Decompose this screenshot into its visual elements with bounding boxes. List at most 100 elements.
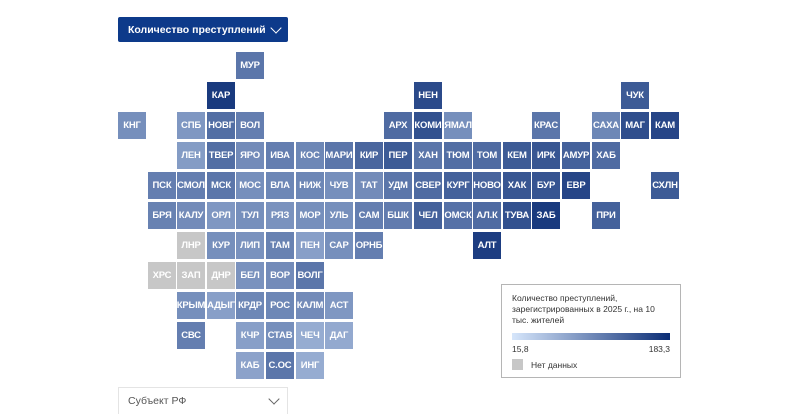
chevron-down-icon [268,393,280,405]
region-tile[interactable]: КЧР [236,322,264,349]
region-tile[interactable]: КАР [207,82,235,109]
region-tile[interactable]: АРХ [384,112,412,139]
region-tile[interactable]: КУРГ [444,172,472,199]
region-tile[interactable]: ТУВА [503,202,531,229]
region-tile[interactable]: ДНР [207,262,235,289]
region-tile[interactable]: САХА [592,112,620,139]
region-tile[interactable]: НЕН [414,82,442,109]
region-tile[interactable]: САР [325,232,353,259]
region-tile[interactable]: ХАБ [592,142,620,169]
region-tile[interactable]: КАБ [236,352,264,379]
region-tile[interactable]: КАМ [651,112,679,139]
region-tile[interactable]: ТАМ [266,232,294,259]
region-tile[interactable]: ЧУК [621,82,649,109]
region-tile[interactable]: ВЛА [266,172,294,199]
legend-title: Количество преступлений, зарегистрирован… [512,293,655,325]
region-tile[interactable]: ПЕН [296,232,324,259]
region-tile[interactable]: ТЮМ [444,142,472,169]
region-tile[interactable]: СВЕР [414,172,442,199]
subject-dropdown[interactable]: Субъект РФ [118,387,288,414]
region-tile[interactable]: БШК [384,202,412,229]
region-tile[interactable]: МОС [236,172,264,199]
region-tile[interactable]: СТАВ [266,322,294,349]
region-tile[interactable]: ПРИ [592,202,620,229]
region-tile[interactable]: МОР [296,202,324,229]
region-tile[interactable]: РОС [266,292,294,319]
region-tile[interactable]: АЛТ [473,232,501,259]
region-tile[interactable]: ОМСК [444,202,472,229]
region-tile[interactable]: АДЫГ [207,292,235,319]
region-tile[interactable]: ЧЕЧ [296,322,324,349]
region-tile[interactable]: МСК [207,172,235,199]
region-tile[interactable]: СПБ [177,112,205,139]
region-tile[interactable]: ЧЕЛ [414,202,442,229]
region-tile[interactable]: ПЕР [384,142,412,169]
region-tile[interactable]: НОВГ [207,112,235,139]
region-tile[interactable]: РЯЗ [266,202,294,229]
region-tile[interactable]: ТУЛ [236,202,264,229]
region-tile[interactable]: ЛЕН [177,142,205,169]
region-tile[interactable]: ЛИП [236,232,264,259]
region-tile[interactable]: ЗАП [177,262,205,289]
region-tile[interactable]: С.ОС [266,352,294,379]
region-tile[interactable]: МУР [236,52,264,79]
region-tile[interactable]: ТВЕР [207,142,235,169]
region-tile[interactable]: КЕМ [503,142,531,169]
region-tile[interactable]: САМ [355,202,383,229]
no-data-swatch [512,359,523,370]
region-tile[interactable]: БУР [532,172,560,199]
region-tile[interactable]: АМУР [562,142,590,169]
region-tile[interactable]: ТАТ [355,172,383,199]
region-tile[interactable]: ТОМ [473,142,501,169]
region-tile[interactable]: НИЖ [296,172,324,199]
region-tile[interactable]: ИВА [266,142,294,169]
region-tile[interactable]: ИРК [532,142,560,169]
region-tile[interactable]: СВС [177,322,205,349]
region-tile[interactable]: УЛЬ [325,202,353,229]
region-tile[interactable]: СМОЛ [177,172,205,199]
metric-dropdown[interactable]: Количество преступлений, за... [118,17,288,42]
legend-color-scale [512,333,670,340]
region-tile[interactable]: КАЛУ [177,202,205,229]
region-tile[interactable]: МАРИ [325,142,353,169]
legend-no-data-label: Нет данных [531,359,578,370]
region-tile[interactable]: ЛНР [177,232,205,259]
region-tile[interactable]: НОВО [473,172,501,199]
region-tile[interactable]: ХАК [503,172,531,199]
region-tile[interactable]: СХЛН [651,172,679,199]
region-tile[interactable]: ВОЛГ [296,262,324,289]
region-tile[interactable]: КУР [207,232,235,259]
region-tile[interactable]: АСТ [325,292,353,319]
region-tile[interactable]: ИНГ [296,352,324,379]
region-tile[interactable]: ДАГ [325,322,353,349]
region-tile[interactable]: УДМ [384,172,412,199]
region-tile[interactable]: БРЯ [148,202,176,229]
region-tile[interactable]: КАЛМ [296,292,324,319]
region-tile[interactable]: ВОЛ [236,112,264,139]
region-tile[interactable]: ЕВР [562,172,590,199]
region-tile[interactable]: ЯМАЛ [444,112,472,139]
legend-max: 183,3 [648,344,670,354]
region-tile[interactable]: КНГ [118,112,146,139]
region-tile[interactable]: ВОР [266,262,294,289]
region-tile[interactable]: АЛ.К [473,202,501,229]
subject-dropdown-label: Субъект РФ [128,395,187,407]
region-tile[interactable]: ЗАБ [532,202,560,229]
region-tile[interactable]: ОРНБ [355,232,383,259]
region-tile[interactable]: КИР [355,142,383,169]
region-tile[interactable]: КРЫМ [177,292,205,319]
chevron-down-icon [270,21,282,34]
region-tile[interactable]: КОМИ [414,112,442,139]
region-tile[interactable]: КРДР [236,292,264,319]
region-tile[interactable]: ЯРО [236,142,264,169]
region-tile[interactable]: ЧУВ [325,172,353,199]
region-tile[interactable]: ПСК [148,172,176,199]
region-tile[interactable]: МАГ [621,112,649,139]
region-tile[interactable]: КОС [296,142,324,169]
region-tile[interactable]: ОРЛ [207,202,235,229]
region-tile[interactable]: БЕЛ [236,262,264,289]
legend-range: 15,8 183,3 [512,344,670,354]
region-tile[interactable]: КРАС [532,112,560,139]
region-tile[interactable]: ХРС [148,262,176,289]
region-tile[interactable]: ХАН [414,142,442,169]
